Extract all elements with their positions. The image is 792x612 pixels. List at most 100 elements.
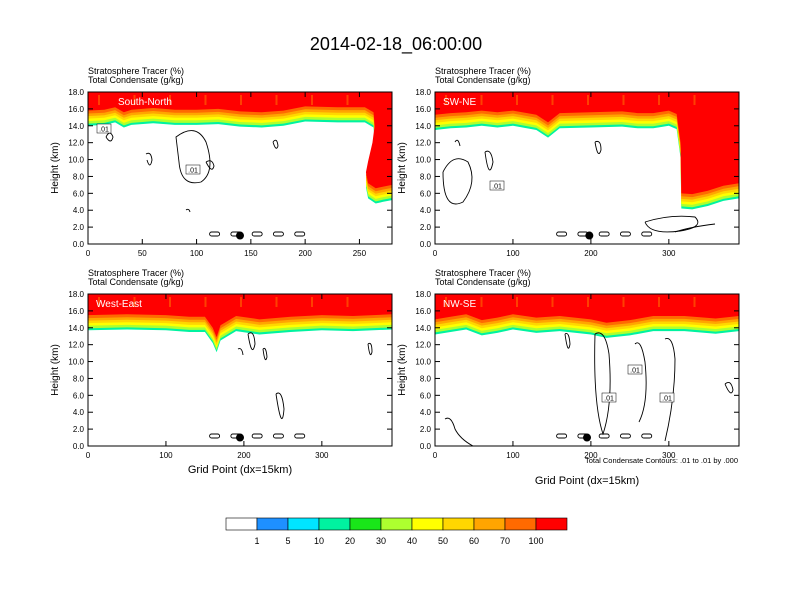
panel-header-tracer: Stratosphere Tracer (%): [435, 268, 531, 278]
colorbar-box: [318, 517, 351, 531]
contour-label-text: .01: [188, 168, 198, 175]
condensate-contour: [454, 139, 461, 147]
condensate-contour: [556, 433, 568, 439]
y-tick-label: 10.0: [415, 358, 431, 367]
tracer-streak: [240, 95, 242, 105]
condensate-contour: [641, 231, 653, 237]
condensate-contour: [619, 433, 631, 439]
tracer-layer: [88, 92, 392, 199]
tracer-streak: [275, 95, 278, 105]
tracer-streak: [311, 297, 313, 307]
tracer-layer: [435, 294, 739, 323]
x-tick-label: 200: [584, 451, 598, 460]
colorbar-label: 10: [314, 536, 324, 546]
condensate-contour: [444, 417, 474, 446]
location-marker: [236, 433, 244, 442]
condensate-contour: [294, 231, 306, 237]
colorbar-label: 60: [469, 536, 479, 546]
tracer-streak: [98, 297, 100, 307]
x-axis-label: Grid Point (dx=15km): [535, 475, 639, 487]
y-tick-label: 4.0: [73, 408, 85, 417]
condensate-contours: [105, 130, 306, 237]
tracer-streak: [275, 297, 278, 307]
condensate-contour: [275, 392, 285, 420]
contour-note: Total Condensate Contours: .01 to .01 by…: [585, 456, 738, 465]
tracer-streak: [480, 95, 483, 105]
colorbar: 1 5 10 20 30 40 50 60 70 100: [225, 517, 568, 546]
contour-label-text: .01: [662, 396, 672, 403]
tracer-streak: [133, 297, 136, 307]
colorbar-box: [225, 517, 258, 531]
x-tick-label: 100: [506, 451, 520, 460]
x-tick-label: 300: [662, 451, 676, 460]
x-tick-label: 0: [86, 249, 91, 258]
colorbar-box: [380, 517, 413, 531]
condensate-contour: [634, 342, 647, 423]
panels: Stratosphere Tracer (%) Total Condensate …: [50, 66, 740, 487]
panel-label: South-North: [118, 97, 172, 108]
contour-label-text: .01: [492, 184, 502, 191]
x-tick-label: 200: [237, 451, 251, 460]
x-tick-label: 300: [662, 249, 676, 258]
panel-west-east: Stratosphere Tracer (%)Total Condensate …: [50, 268, 393, 476]
condensate-contour: [564, 333, 571, 349]
panel-header-tracer: Stratosphere Tracer (%): [435, 66, 531, 76]
plot-frame: [434, 293, 740, 447]
tracer-fill: [88, 92, 392, 204]
y-tick-label: 4.0: [420, 408, 432, 417]
contour-label: .01: [96, 123, 112, 134]
tracer-streak: [169, 95, 171, 105]
condensate-contour: [644, 215, 699, 233]
y-tick-label: 18.0: [415, 290, 431, 299]
condensate-contour: [175, 130, 211, 184]
tracer-streak: [551, 297, 554, 307]
colorbar-box: [473, 517, 506, 531]
colorbar-label: 40: [407, 536, 417, 546]
y-tick-label: 4.0: [420, 206, 432, 215]
tracer-streak: [445, 297, 447, 307]
tracer-streak: [346, 297, 349, 307]
tracer-streak: [693, 297, 696, 307]
panel-header-condensate: Total Condensate (g/kg): [88, 277, 184, 287]
tracer-streak: [445, 95, 447, 105]
tracer-streak: [240, 297, 242, 307]
panel-sw-ne: Stratosphere Tracer (%)Total Condensate …: [397, 66, 740, 258]
y-axis-label: Height (km): [50, 344, 61, 396]
tracer-layer: [435, 92, 739, 205]
y-tick-label: 0.0: [420, 240, 432, 249]
panel-nw-se: Stratosphere Tracer (%) Total Condensate …: [397, 268, 740, 487]
tracer-streak: [658, 297, 660, 307]
y-tick-label: 10.0: [68, 156, 84, 165]
condensate-contour: [247, 332, 256, 351]
panel-label: NW-SE: [443, 299, 476, 310]
y-axis-label: Height (km): [50, 142, 61, 194]
x-tick-label: 100: [159, 451, 173, 460]
colorbar-label: 50: [438, 536, 448, 546]
tracer-streak: [98, 95, 100, 105]
tracer-fill: [435, 294, 739, 338]
y-tick-label: 8.0: [73, 374, 85, 383]
condensate-contour: [674, 223, 716, 233]
condensate-contour: [724, 382, 734, 394]
tracer-streak: [480, 297, 483, 307]
plot-frame: [434, 91, 740, 245]
tracer-streak: [169, 297, 171, 307]
contour-label: .01: [659, 392, 675, 403]
condensate-contour: [594, 140, 602, 155]
condensate-contour: [272, 231, 284, 237]
condensate-contour: [367, 342, 373, 356]
colorbar-label: 70: [500, 536, 510, 546]
x-tick-label: 100: [506, 249, 520, 258]
colorbar-box: [287, 517, 320, 531]
tracer-streak: [622, 95, 625, 105]
tracer-streak: [204, 95, 207, 105]
contour-label-text: .01: [99, 127, 109, 134]
x-tick-label: 0: [86, 451, 91, 460]
condensate-contours: [444, 332, 734, 446]
tracer-fill: [435, 92, 739, 210]
tracer-streak: [133, 95, 136, 105]
contour-label: .01: [489, 180, 505, 191]
y-tick-label: 16.0: [415, 307, 431, 316]
tracer-streak: [204, 297, 207, 307]
condensate-contour: [209, 433, 221, 439]
